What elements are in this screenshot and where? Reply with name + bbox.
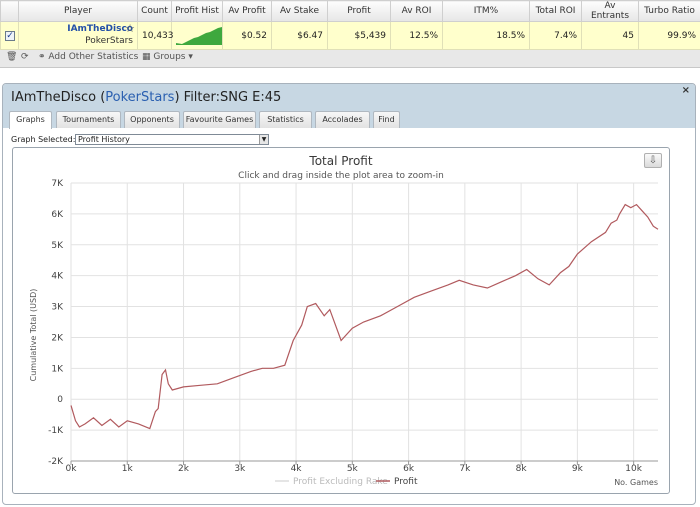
header-av-roi[interactable]: Av ROI xyxy=(390,0,443,22)
y-axis-label: Cumulative Total (USD) xyxy=(29,289,38,382)
tab-tournaments[interactable]: Tournaments xyxy=(56,111,121,128)
delete-icon[interactable]: 🗑 xyxy=(6,52,18,62)
chart-area[interactable]: Total Profit Click and drag inside the p… xyxy=(12,147,670,494)
stats-panel: Player Count Profit Hist Av Profit Av St… xyxy=(0,0,700,68)
x-axis-label: No. Games xyxy=(614,478,658,487)
profit-cell: $5,439 xyxy=(327,21,391,50)
count-cell: 10,433 xyxy=(137,21,174,50)
close-icon[interactable]: × xyxy=(681,85,690,96)
dialog-title-site[interactable]: PokerStars xyxy=(105,90,175,105)
refresh-icon[interactable]: ⟳ xyxy=(21,52,29,62)
tab-graphs[interactable]: Graphs xyxy=(9,111,52,129)
header-profit[interactable]: Profit xyxy=(327,0,391,22)
groups-label: Groups xyxy=(153,52,186,62)
av-roi-cell: 12.5% xyxy=(390,21,443,50)
profit-sparkline xyxy=(176,27,222,45)
av-entrants-cell: 45 xyxy=(581,21,639,50)
x-tick-label: 2k xyxy=(178,464,190,474)
y-tick-label: 6K xyxy=(51,210,64,220)
header-select[interactable] xyxy=(0,0,19,22)
x-tick-label: 4k xyxy=(291,464,303,474)
chart-title: Total Profit xyxy=(308,154,372,168)
tab-accolades[interactable]: Accolades xyxy=(315,111,370,128)
series-line-profit xyxy=(70,203,659,430)
y-tick-label: 1K xyxy=(51,364,64,374)
tab-favourite-games[interactable]: Favourite Games xyxy=(183,111,256,128)
download-icon[interactable]: ⇩ xyxy=(644,153,662,168)
y-tick-label: 4K xyxy=(51,272,64,282)
header-profit-hist[interactable]: Profit Hist xyxy=(171,0,223,22)
row-checkbox[interactable]: ✓ xyxy=(5,30,15,41)
header-turbo-ratio[interactable]: Turbo Ratio xyxy=(638,0,700,22)
graph-select[interactable]: Profit History ▼ xyxy=(75,134,269,145)
tab-find[interactable]: Find xyxy=(373,111,400,128)
player-dialog: IAmTheDisco (PokerStars) Filter:SNG E:45… xyxy=(2,83,696,505)
chart-legend: Profit Excluding Rake Profit xyxy=(275,477,418,487)
x-axis-ticks: 0k 1k 2k 3k 4k 5k 6k 7k 8k 9k 10k xyxy=(66,460,658,474)
header-av-entrants[interactable]: Av Entrants xyxy=(581,0,639,22)
dialog-title-filter: ) Filter:SNG E:45 xyxy=(174,90,282,105)
chevron-down-icon[interactable]: ▼ xyxy=(259,135,268,144)
profit-hist-cell xyxy=(171,21,223,50)
legend-label: Profit Excluding Rake xyxy=(293,477,388,487)
y-tick-label: 0 xyxy=(57,395,63,405)
header-av-stake[interactable]: Av Stake xyxy=(271,0,328,22)
chart-subtitle: Click and drag inside the plot area to z… xyxy=(238,171,444,181)
dialog-title-player: IAmTheDisco ( xyxy=(11,90,106,105)
x-tick-label: 9k xyxy=(572,464,584,474)
y-tick-label: -2K xyxy=(48,457,64,467)
graph-select-value: Profit History xyxy=(78,135,130,144)
x-tick-label: 1k xyxy=(122,464,134,474)
av-stake-cell: $6.47 xyxy=(271,21,328,50)
link-icon: ⚭ xyxy=(38,52,46,62)
chevron-down-icon: ▾ xyxy=(188,52,193,62)
header-player[interactable]: Player xyxy=(18,0,138,22)
x-tick-label: 0k xyxy=(66,464,78,474)
turbo-ratio-cell: 99.9% xyxy=(638,21,700,50)
y-tick-label: 5K xyxy=(51,241,64,251)
header-total-roi[interactable]: Total ROI xyxy=(529,0,582,22)
profit-chart[interactable]: Total Profit Click and drag inside the p… xyxy=(13,148,669,493)
y-axis-ticks: 7K 6K 5K 4K 3K 2K 1K 0 -1K -2K xyxy=(48,179,64,467)
x-tick-label: 8k xyxy=(516,464,528,474)
total-roi-cell: 7.4% xyxy=(529,21,582,50)
y-tick-label: -1K xyxy=(48,426,64,436)
dialog-header: IAmTheDisco (PokerStars) Filter:SNG E:45… xyxy=(3,84,695,129)
groups-button[interactable]: ▦ Groups ▾ xyxy=(142,51,193,63)
add-stats-label: Add Other Statistics xyxy=(48,52,139,62)
chart-series xyxy=(70,203,659,430)
x-tick-label: 5k xyxy=(347,464,359,474)
x-tick-label: 7k xyxy=(459,464,471,474)
header-count[interactable]: Count xyxy=(137,0,172,22)
table-row[interactable]: ✓ IAmTheDisco PokerStars ☆ 10,433 $0.52 … xyxy=(0,21,700,50)
tab-opponents[interactable]: Opponents xyxy=(124,111,180,128)
grid-icon: ▦ xyxy=(142,52,151,62)
graph-selected-label: Graph Selected: xyxy=(11,135,76,144)
tab-statistics[interactable]: Statistics xyxy=(259,111,312,128)
table-header-row: Player Count Profit Hist Av Profit Av St… xyxy=(0,0,700,22)
player-site: PokerStars xyxy=(85,36,133,46)
x-tick-label: 10k xyxy=(625,464,642,474)
itm-cell: 18.5% xyxy=(442,21,530,50)
stats-table: Player Count Profit Hist Av Profit Av St… xyxy=(0,0,700,50)
x-tick-label: 6k xyxy=(403,464,415,474)
header-av-profit[interactable]: Av Profit xyxy=(222,0,272,22)
dialog-title: IAmTheDisco (PokerStars) Filter:SNG E:45 xyxy=(11,90,281,105)
row-checkbox-cell[interactable]: ✓ xyxy=(0,21,19,50)
pin-star-icon[interactable]: ☆ xyxy=(125,22,135,35)
player-name-link[interactable]: IAmTheDisco xyxy=(67,24,133,34)
av-profit-cell: $0.52 xyxy=(222,21,272,50)
header-itm[interactable]: ITM% xyxy=(442,0,530,22)
y-tick-label: 7K xyxy=(51,179,64,189)
stats-toolbar: 🗑 ⟳ ⚭ Add Other Statistics ▦ Groups ▾ xyxy=(0,48,700,66)
y-tick-label: 3K xyxy=(51,303,64,313)
player-cell: IAmTheDisco PokerStars ☆ xyxy=(18,21,138,50)
legend-label: Profit xyxy=(394,477,418,487)
add-stats-button[interactable]: ⚭ Add Other Statistics xyxy=(38,51,138,63)
x-tick-label: 3k xyxy=(234,464,246,474)
y-tick-label: 2K xyxy=(51,333,64,343)
